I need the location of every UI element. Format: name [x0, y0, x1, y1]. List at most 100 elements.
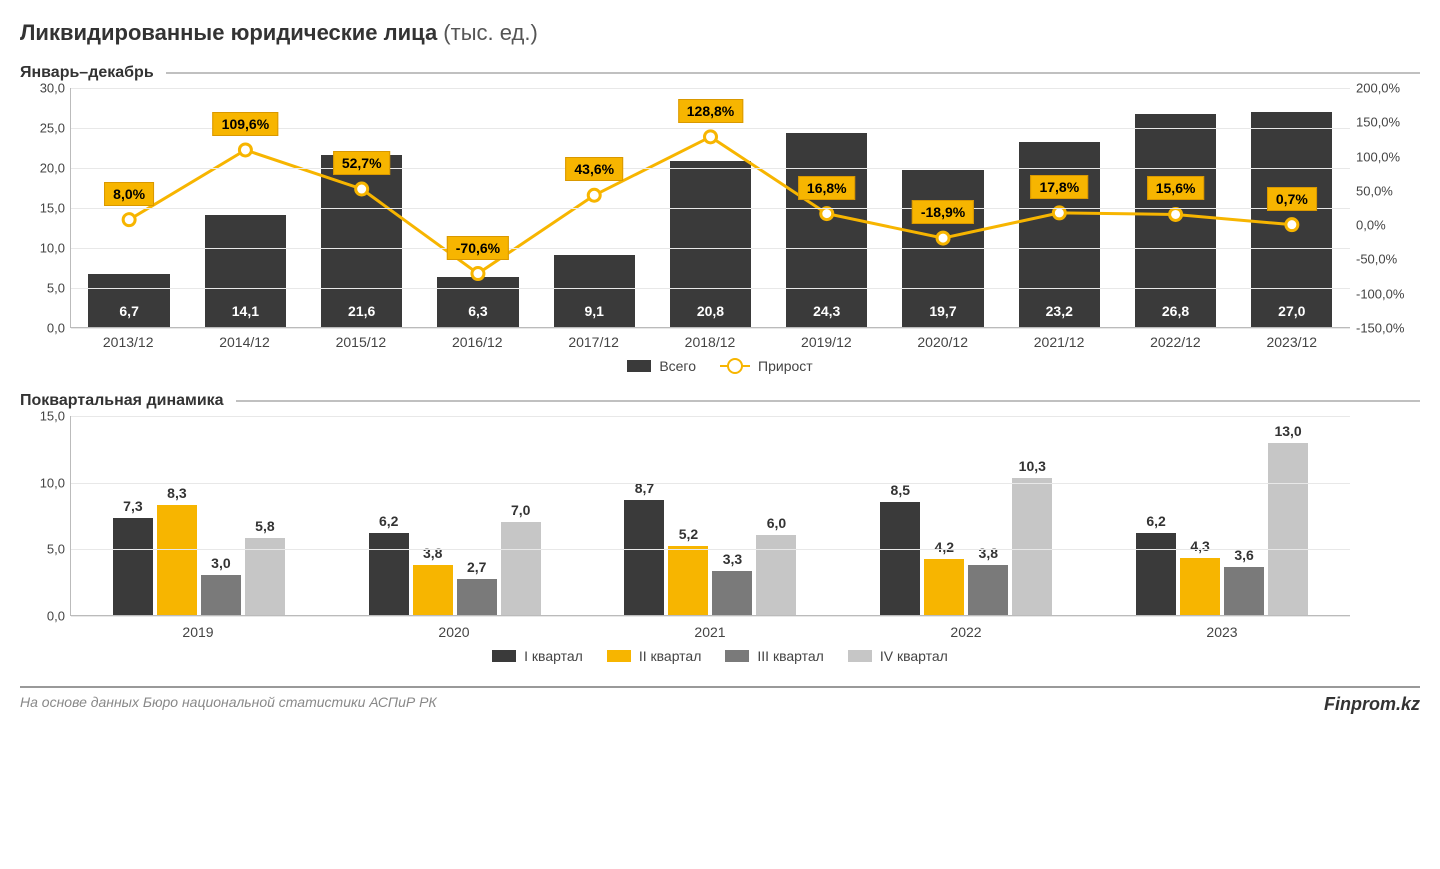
x-label: 2014/12 [186, 334, 302, 350]
bar: 6,3 [437, 277, 518, 327]
bar: 27,0 [1251, 112, 1332, 327]
quarter-bar: 3,8 [968, 565, 1008, 615]
title-light: (тыс. ед.) [437, 20, 538, 45]
growth-tag: 128,8% [678, 99, 743, 123]
x-label: 2019 [70, 624, 326, 640]
x-label: 2021 [582, 624, 838, 640]
quarter-bar: 13,0 [1268, 443, 1308, 615]
legend-swatch [607, 650, 631, 662]
bottom-legend: I квартал II квартал III квартал IV квартал [20, 648, 1420, 664]
y-left-tick: 5,0 [21, 281, 65, 296]
legend-item: III квартал [725, 648, 823, 664]
y-left-tick: 10,0 [21, 241, 65, 256]
bottom-chart: 7,38,33,05,86,23,82,77,08,75,23,36,08,54… [70, 416, 1350, 616]
quarter-bar: 8,7 [624, 500, 664, 615]
top-x-labels: 2013/122014/122015/122016/122017/122018/… [70, 334, 1350, 350]
legend-item: II квартал [607, 648, 702, 664]
bar-value-label: 24,3 [786, 303, 867, 319]
quarter-bar: 10,3 [1012, 478, 1052, 615]
quarter-bar: 3,3 [712, 571, 752, 615]
divider [236, 400, 1420, 402]
bar: 6,7 [88, 274, 169, 327]
x-label: 2019/12 [768, 334, 884, 350]
quarter-bar: 6,2 [369, 533, 409, 615]
bar: 21,6 [321, 155, 402, 327]
quarter-value-label: 8,3 [157, 485, 197, 501]
bar-value-label: 21,6 [321, 303, 402, 319]
quarter-bar: 3,8 [413, 565, 453, 615]
y-left-tick: 20,0 [21, 161, 65, 176]
bottom-subtitle: Поквартальная динамика [20, 392, 224, 410]
legend-label: III квартал [757, 648, 823, 664]
bottom-subtitle-row: Поквартальная динамика [20, 392, 1420, 410]
x-label: 2015/12 [303, 334, 419, 350]
quarter-value-label: 2,7 [457, 559, 497, 575]
quarter-value-label: 6,2 [1136, 513, 1176, 529]
growth-tag: 8,0% [104, 182, 154, 206]
legend-label: IV квартал [880, 648, 948, 664]
legend-swatch [492, 650, 516, 662]
y-tick: 15,0 [21, 409, 65, 424]
growth-tag: -70,6% [447, 236, 509, 260]
bar-value-label: 26,8 [1135, 303, 1216, 319]
legend-label: I квартал [524, 648, 583, 664]
top-legend: Всего Прирост [20, 358, 1420, 374]
growth-tag: 17,8% [1030, 175, 1088, 199]
legend-line-icon [720, 365, 750, 367]
quarter-bar: 5,2 [668, 546, 708, 615]
quarter-value-label: 5,8 [245, 518, 285, 534]
x-label: 2016/12 [419, 334, 535, 350]
legend-item: IV квартал [848, 648, 948, 664]
quarter-value-label: 4,2 [924, 539, 964, 555]
y-right-tick: 50,0% [1356, 183, 1420, 198]
year-group: 7,38,33,05,8 [71, 416, 327, 615]
y-tick: 5,0 [21, 542, 65, 557]
bar-value-label: 6,7 [88, 303, 169, 319]
x-label: 2023/12 [1234, 334, 1350, 350]
bar: 24,3 [786, 133, 867, 327]
legend-line: Прирост [720, 358, 813, 374]
growth-tag: 16,8% [798, 176, 856, 200]
y-right-tick: -100,0% [1356, 286, 1420, 301]
bar-value-label: 23,2 [1019, 303, 1100, 319]
quarter-value-label: 3,8 [413, 545, 453, 561]
quarter-value-label: 4,3 [1180, 538, 1220, 554]
quarter-value-label: 7,0 [501, 502, 541, 518]
x-label: 2018/12 [652, 334, 768, 350]
legend-bars-label: Всего [659, 358, 696, 374]
bar-value-label: 20,8 [670, 303, 751, 319]
quarter-value-label: 6,0 [756, 515, 796, 531]
x-label: 2022 [838, 624, 1094, 640]
bar-value-label: 9,1 [554, 303, 635, 319]
year-group: 6,24,33,613,0 [1094, 416, 1350, 615]
growth-tag: 15,6% [1147, 176, 1205, 200]
quarter-bar: 3,0 [201, 575, 241, 615]
x-label: 2020/12 [885, 334, 1001, 350]
bar-value-label: 19,7 [902, 303, 983, 319]
y-right-tick: -150,0% [1356, 321, 1420, 336]
year-group: 8,5 4,23,810,3 [838, 416, 1094, 615]
quarter-bar: 8,3 [157, 505, 197, 615]
top-chart: 6,714,121,66,39,120,824,319,723,226,827,… [70, 88, 1350, 328]
x-label: 2021/12 [1001, 334, 1117, 350]
bottom-x-labels: 20192020202120222023 [70, 624, 1350, 640]
y-right-tick: -50,0% [1356, 252, 1420, 267]
bottom-chart-wrap: 7,38,33,05,86,23,82,77,08,75,23,36,08,54… [20, 416, 1420, 640]
y-right-tick: 200,0% [1356, 81, 1420, 96]
quarter-bar: 2,7 [457, 579, 497, 615]
source-text: На основе данных Бюро национальной стати… [20, 694, 437, 710]
legend-item: I квартал [492, 648, 583, 664]
quarter-value-label: 3,3 [712, 551, 752, 567]
title-bold: Ликвидированные юридические лица [20, 20, 437, 45]
bar: 23,2 [1019, 142, 1100, 327]
growth-tag: 52,7% [333, 151, 391, 175]
y-tick: 10,0 [21, 475, 65, 490]
top-subtitle-row: Январь–декабрь [20, 64, 1420, 82]
x-label: 2020 [326, 624, 582, 640]
quarter-bar: 6,2 [1136, 533, 1176, 615]
x-label: 2013/12 [70, 334, 186, 350]
top-chart-wrap: 6,714,121,66,39,120,824,319,723,226,827,… [20, 88, 1420, 350]
quarter-value-label: 8,5 [880, 482, 920, 498]
quarter-value-label: 5,2 [668, 526, 708, 542]
quarter-value-label: 7,3 [113, 498, 153, 514]
